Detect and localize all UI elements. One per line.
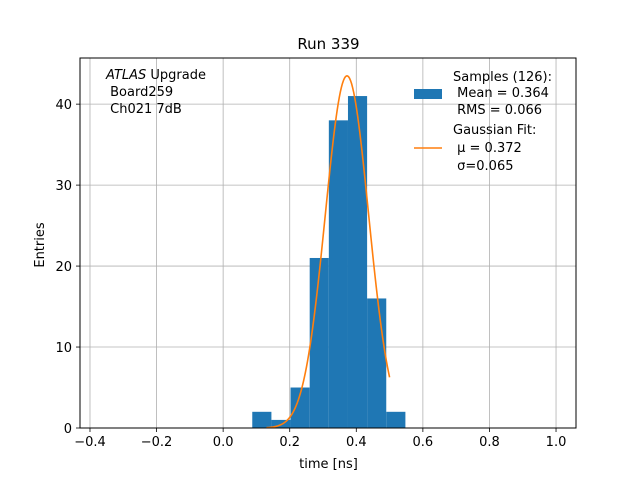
- annotation-line-3: Ch021 7dB: [106, 102, 182, 117]
- legend: Samples (126): Mean = 0.364 RMS = 0.066 …: [414, 70, 552, 174]
- y-tick-label: 10: [55, 341, 72, 356]
- gaussian-fit-line: [266, 75, 391, 429]
- legend-fit-line-2: μ = 0.372: [453, 141, 522, 156]
- x-tick-label: 0.4: [346, 435, 367, 450]
- histogram-bar: [347, 96, 368, 428]
- legend-histogram-line-3: RMS = 0.066: [453, 103, 542, 118]
- legend-histogram-line-1: Samples (126):: [453, 70, 552, 85]
- histogram-bar: [290, 387, 310, 428]
- y-axis-label: Entries: [33, 222, 48, 268]
- x-tick-label: 0.6: [413, 435, 434, 450]
- x-tick-label: 0.8: [479, 435, 500, 450]
- axis-ticks: −0.4 −0.2 0.0 0.2 0.4 0.6 0.8 1.0 0 10 20 30 40: [55, 98, 566, 450]
- histogram-bar: [309, 257, 329, 428]
- x-tick-label: 1.0: [546, 435, 567, 450]
- histogram-bar: [252, 411, 272, 428]
- annotation-line-1: ATLAS Upgrade: [105, 68, 206, 83]
- histogram-bar: [328, 120, 348, 428]
- x-tick-label: 0.0: [213, 435, 234, 450]
- annotation-line-1-rest: Upgrade: [146, 68, 206, 83]
- histogram-bar: [367, 298, 387, 428]
- legend-fit-line-3: σ=0.065: [453, 159, 513, 174]
- y-tick-label: 40: [55, 98, 72, 113]
- chart-title: Run 339: [297, 35, 359, 53]
- legend-fit-line-1: Gaussian Fit:: [453, 123, 536, 138]
- legend-swatch-histogram: [414, 89, 442, 99]
- axes-frame: [79, 57, 577, 429]
- x-tick-label: −0.2: [141, 435, 173, 450]
- y-tick-label: 0: [64, 422, 72, 437]
- x-tick-label: 0.2: [279, 435, 300, 450]
- annotation-italic: ATLAS: [105, 68, 146, 83]
- gaussian-fit-curve: [266, 75, 391, 429]
- y-tick-label: 30: [55, 179, 72, 194]
- histogram-bar: [386, 411, 406, 428]
- legend-histogram-line-2: Mean = 0.364: [453, 86, 549, 101]
- histogram-bars: [252, 96, 406, 428]
- x-axis-label: time [ns]: [299, 457, 358, 472]
- annotation-line-2: Board259: [106, 85, 173, 100]
- atlas-annotation: ATLAS Upgrade Board259 Ch021 7dB: [105, 68, 206, 117]
- x-tick-label: −0.4: [74, 435, 106, 450]
- y-tick-label: 20: [55, 260, 72, 275]
